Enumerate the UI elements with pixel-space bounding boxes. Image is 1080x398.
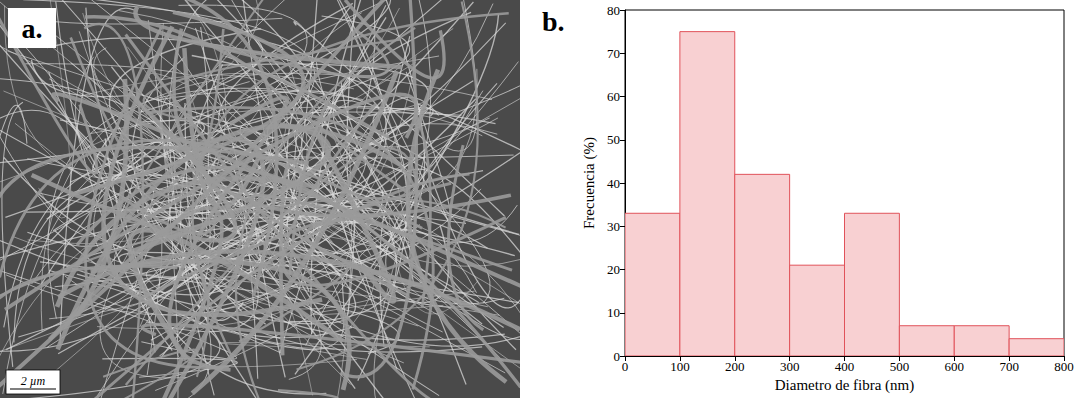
svg-text:20: 20	[607, 262, 620, 277]
svg-text:Frecuencia (%): Frecuencia (%)	[581, 137, 598, 229]
svg-text:0: 0	[622, 359, 629, 374]
svg-text:600: 600	[945, 359, 965, 374]
svg-text:a.: a.	[22, 13, 43, 44]
svg-text:30: 30	[607, 219, 620, 234]
svg-text:60: 60	[607, 89, 620, 104]
svg-text:400: 400	[835, 359, 855, 374]
svg-text:2 µm: 2 µm	[21, 374, 46, 388]
svg-text:70: 70	[607, 46, 620, 61]
svg-text:Diametro de fibra (nm): Diametro de fibra (nm)	[775, 377, 915, 394]
svg-text:700: 700	[999, 359, 1019, 374]
svg-text:0: 0	[614, 349, 621, 364]
svg-text:50: 50	[607, 132, 620, 147]
svg-text:10: 10	[607, 305, 620, 320]
svg-text:500: 500	[890, 359, 910, 374]
svg-text:300: 300	[780, 359, 800, 374]
svg-text:200: 200	[725, 359, 745, 374]
svg-text:b.: b.	[542, 6, 565, 37]
svg-text:800: 800	[1054, 359, 1074, 374]
svg-text:40: 40	[607, 176, 620, 191]
svg-text:100: 100	[670, 359, 690, 374]
svg-text:80: 80	[607, 3, 620, 18]
